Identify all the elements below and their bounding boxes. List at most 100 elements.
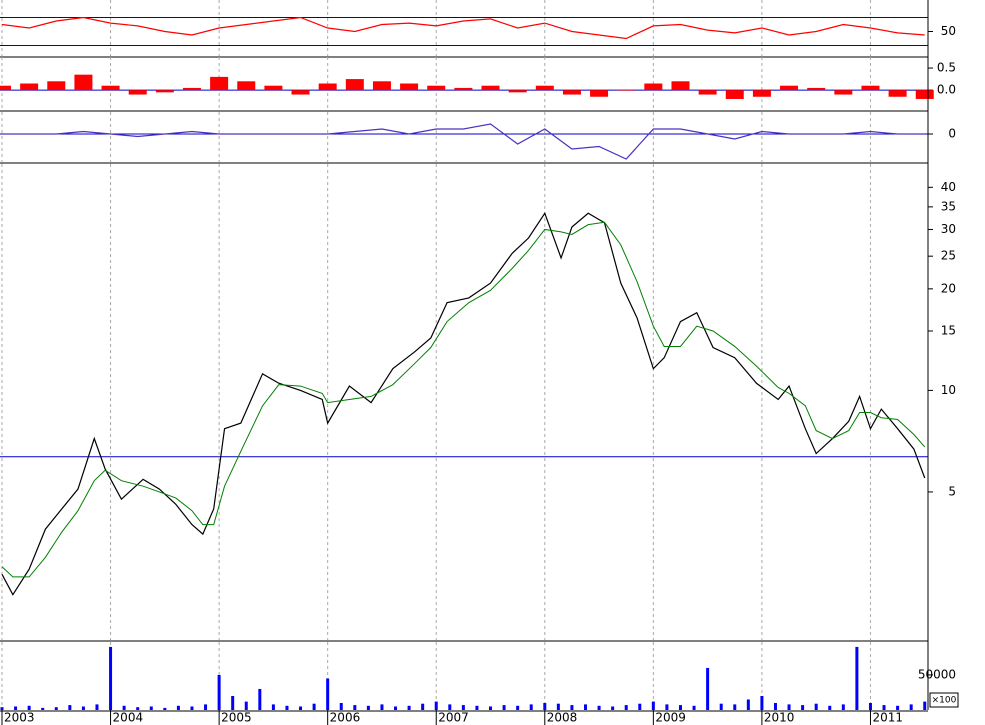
y-tick-label: 0.0: [937, 83, 956, 97]
bar: [828, 705, 832, 710]
bar: [725, 90, 744, 99]
bar: [163, 707, 167, 710]
x-tick-label: 2007: [438, 711, 469, 725]
y-tick-label: 40: [941, 180, 956, 194]
bar: [562, 90, 581, 95]
bar: [502, 705, 506, 710]
bar: [20, 83, 39, 91]
bar: [909, 704, 913, 710]
bar: [787, 704, 791, 710]
bar: [529, 704, 533, 710]
bar: [801, 705, 805, 710]
bar: [326, 678, 330, 710]
bar: [773, 702, 777, 710]
bar: [0, 707, 4, 710]
bar: [372, 81, 391, 91]
bar: [590, 90, 609, 97]
bar: [556, 703, 560, 710]
bar: [176, 705, 180, 710]
bar: [807, 87, 826, 91]
bar: [182, 87, 201, 91]
bar: [868, 702, 872, 710]
bar: [149, 706, 153, 710]
bar: [380, 704, 384, 710]
bar: [461, 705, 465, 710]
bar: [318, 83, 337, 91]
bar: [434, 701, 438, 710]
bar: [312, 703, 316, 710]
bar: [299, 706, 303, 710]
bar: [68, 705, 72, 710]
bar: [244, 701, 248, 710]
bar: [237, 81, 256, 91]
bar: [834, 90, 853, 95]
bar: [516, 705, 520, 710]
bar: [638, 703, 642, 710]
series-line: [1, 221, 926, 578]
bar: [651, 701, 655, 710]
bar: [95, 704, 99, 710]
x-tick-label: 2004: [113, 711, 144, 725]
bar: [841, 704, 845, 710]
bar: [14, 706, 18, 710]
bar: [54, 707, 58, 710]
bar: [27, 705, 31, 710]
y-tick-label: 0: [948, 127, 956, 141]
y-tick-label: 30: [941, 222, 956, 236]
x-tick-label: 2006: [330, 711, 361, 725]
bar: [733, 704, 737, 710]
x-tick-label: 2009: [655, 711, 686, 725]
bar: [570, 705, 574, 710]
bar: [923, 701, 927, 710]
bar: [448, 704, 452, 710]
bar: [915, 90, 934, 99]
bar: [814, 703, 818, 710]
x-tick-label: 2010: [764, 711, 795, 725]
bar: [339, 702, 343, 710]
bar: [752, 90, 771, 97]
bar: [508, 90, 527, 93]
bar: [535, 85, 554, 91]
series-line: [2, 123, 925, 160]
bar: [719, 703, 723, 710]
x-tick-label: 2005: [221, 711, 252, 725]
y-tick-label: 50: [941, 24, 956, 38]
bar: [366, 705, 370, 710]
bar: [617, 90, 636, 91]
bar: [271, 704, 275, 710]
bar: [210, 76, 229, 91]
bar: [41, 707, 45, 710]
bar: [231, 695, 235, 710]
series-line: [1, 16, 925, 40]
unit-box: [929, 692, 959, 708]
bar: [394, 706, 398, 710]
x-tick-label: 2003: [4, 711, 35, 725]
bar: [692, 705, 696, 710]
bar: [888, 90, 907, 97]
bar: [780, 85, 799, 91]
bar: [698, 90, 717, 95]
bar: [258, 688, 262, 710]
unit-label: ×100: [932, 696, 957, 706]
bar: [204, 704, 208, 710]
bar: [264, 85, 283, 91]
bar: [155, 90, 174, 93]
bar: [454, 87, 473, 91]
y-tick-label: 50000: [918, 667, 956, 681]
y-tick-label: 25: [941, 249, 956, 263]
bar: [421, 703, 425, 710]
bar: [861, 85, 880, 91]
bar: [896, 705, 900, 710]
bar: [597, 705, 601, 710]
bar: [345, 79, 364, 91]
y-tick-label: 15: [941, 324, 956, 338]
bar: [489, 706, 493, 710]
bar: [855, 646, 859, 710]
x-tick-label: 2008: [547, 711, 578, 725]
bar: [882, 705, 886, 710]
bar: [407, 705, 411, 710]
x-tick-label: 2011: [872, 711, 903, 725]
bar: [475, 705, 479, 710]
y-tick-label: 10: [941, 383, 956, 397]
